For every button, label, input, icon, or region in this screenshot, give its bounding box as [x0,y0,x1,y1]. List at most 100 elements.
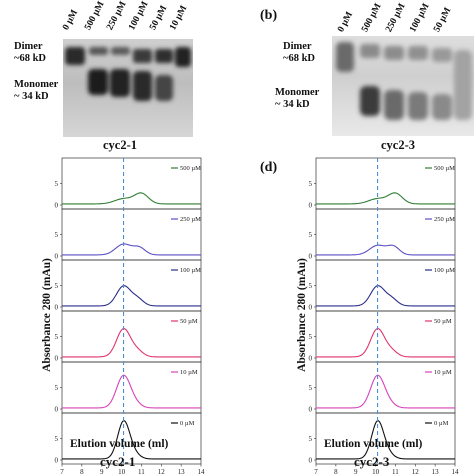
legend-label: 50 µM [180,318,198,325]
gel-b-caption: cyc2-3 [381,138,416,152]
gel-a-lane-label: 500 µM [83,0,107,32]
dimer-label-line2: ~68 kD [283,53,316,64]
legend-label: 100 µM [180,267,201,274]
series-line [316,192,456,205]
monomer-label-line1: Monomer [14,79,59,90]
chart-caption-cyc2-3: cyc2-3 [354,454,390,469]
y-axis-title-cyc2-3: Absorbance 280 (mAu) [296,258,308,372]
legend-label: 100 µM [434,267,455,274]
x-tick-label: 12 [412,468,420,474]
x-tick-label: 13 [432,468,440,474]
gel-a-lane-label: 0 µM [61,8,81,33]
x-tick-label: 13 [178,468,186,474]
monomer-label-line1: Monomer [275,87,320,98]
y-tick-label: 0 [309,201,313,209]
panel-frame [61,259,202,312]
panel-b-letter: (b) [260,8,278,23]
x-axis-title-cyc2-1: Elution volume (ml) [70,438,169,450]
panel-frame [315,208,456,261]
x-tick-label: 14 [452,468,460,474]
y-axis-title-cyc2-1: Absorbance 280 (mAu) [41,258,53,372]
series-line [62,285,201,307]
y-tick-label: 0 [309,252,313,260]
series-line [316,244,455,256]
x-tick-label: 11 [392,468,399,474]
x-tick-label: 14 [198,468,206,474]
x-axis-title-cyc2-3: Elution volume (ml) [324,438,423,450]
x-tick-label: 7 [314,468,318,474]
legend-label: 250 µM [434,216,455,223]
series-line [316,374,455,409]
legend-label: 10 µM [180,369,198,376]
y-tick-label: 5 [309,435,313,443]
y-tick-label: 0 [55,354,59,362]
y-tick-label: 0 [309,405,313,413]
y-tick-label: 5 [309,333,313,341]
chart-caption-cyc2-1: cyc2-1 [100,454,136,469]
gel-a-monomer-label: Monomer ~ 34 kD [14,79,58,103]
y-tick-label: 5 [55,231,59,239]
y-tick-label: 0 [309,456,313,464]
legend-label: 50 µM [434,318,452,325]
gel-a-lane-label: 250 µM [105,0,129,32]
series-line [316,328,455,358]
legend-label: 250 µM [180,216,201,223]
y-tick-label: 0 [55,201,59,209]
legend-label: 0 µM [180,420,195,427]
gel-image-a [63,39,193,137]
y-tick-label: 5 [55,384,59,392]
dimer-label-line1: Dimer [14,41,43,52]
y-tick-label: 5 [309,180,313,188]
y-tick-label: 0 [55,303,59,311]
y-tick-label: 0 [309,303,313,311]
gel-image-b [332,36,474,136]
gel-b-lane-label: 500 µM [360,1,384,34]
y-tick-label: 0 [55,405,59,413]
y-tick-label: 5 [55,435,59,443]
x-tick-label: 12 [158,468,166,474]
series-line [62,192,202,205]
panel-frame [315,361,456,414]
panel-d-letter: (d) [260,160,278,175]
gel-b-lane-label: 250 µM [384,1,408,34]
series-line [62,243,201,256]
series-line [62,374,201,409]
gel-b-lane-label: 0 µM [336,10,356,35]
panel-frame [315,157,456,210]
y-tick-label: 5 [55,282,59,290]
panel-frame [61,157,202,210]
y-tick-label: 5 [309,231,313,239]
legend-label: 500 µM [434,165,455,172]
y-tick-label: 5 [55,180,59,188]
x-tick-label: 7 [60,468,64,474]
y-tick-label: 0 [55,456,59,464]
x-tick-label: 11 [138,468,145,474]
gel-a-bands [65,47,191,101]
gel-b-bands [336,42,472,120]
panel-frame [61,310,202,363]
x-tick-label: 8 [80,468,84,474]
legend-label: 0 µM [434,420,449,427]
gel-a-dimer-label: Dimer ~68 kD [14,41,46,65]
gel-b-lane-label: 50 µM [432,6,454,35]
y-tick-label: 0 [55,252,59,260]
x-tick-label: 8 [334,468,338,474]
gel-a-lane-label: 10 µM [168,4,190,33]
gel-a-lane-label: 50 µM [148,4,170,33]
y-tick-label: 5 [309,384,313,392]
gel-b-dimer-label: Dimer ~68 kD [283,41,315,65]
gel-b-lane-label: 100 µM [408,1,432,34]
gel-a-caption: cyc2-1 [103,138,138,152]
series-line [316,285,455,307]
panel-frame [61,208,202,261]
gel-b-monomer-label: Monomer ~ 34 kD [275,87,319,111]
dimer-label-line2: ~68 kD [14,53,47,64]
legend-label: 10 µM [434,369,452,376]
panel-frame [61,361,202,414]
y-tick-label: 5 [55,333,59,341]
panel-frame [315,259,456,312]
dimer-label-line1: Dimer [283,41,312,52]
y-tick-label: 5 [309,282,313,290]
monomer-label-line2: ~ 34 kD [275,99,310,110]
y-tick-label: 0 [309,354,313,362]
